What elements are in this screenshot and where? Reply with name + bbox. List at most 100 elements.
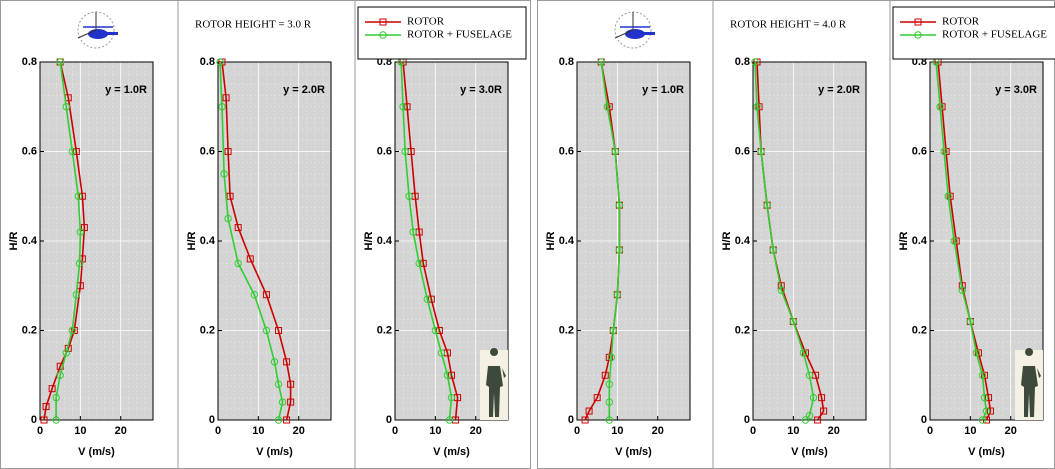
marker [597,58,605,66]
icon-figure [1021,348,1041,417]
x-tick-label: 20 [1005,425,1017,437]
marker [278,398,287,406]
marker [52,416,60,424]
y-tick-label: 0.6 [912,145,927,157]
soldier-icon [480,348,508,420]
series-line [43,61,86,421]
marker [48,385,56,393]
marker [423,295,431,303]
series-line [402,61,459,421]
marker [216,58,224,66]
marker [914,31,922,39]
x-tick-label: 10 [611,425,623,437]
legend-box [892,6,1055,60]
legend-label: ROTOR [942,16,980,28]
x-tick-label: 10 [252,425,264,437]
marker [234,224,242,232]
icon-figure [486,348,506,417]
x-tick-label: 10 [787,425,799,437]
marker [814,416,822,424]
marker [224,214,232,223]
y-axis-label: H/R [186,231,198,250]
marker [820,407,828,415]
marker [287,380,295,388]
marker [62,349,70,357]
marker [443,371,452,379]
marker [978,416,987,424]
annotation: y = 2.0R [818,84,860,96]
y-tick-label: 0.2 [200,324,215,336]
y-tick-label: 0.6 [559,145,574,157]
marker [958,286,966,294]
y-tick-label: 0.6 [200,145,215,157]
y-tick-label: 0.2 [735,324,750,336]
x-tick-label: 10 [429,425,441,437]
marker [987,407,995,415]
series-line [55,61,82,420]
plot-frame [217,61,332,421]
marker [607,353,616,362]
marker [246,255,254,263]
marker [936,103,944,111]
marker [42,403,50,411]
marker [789,317,798,326]
marker [222,94,230,102]
y-axis-label: H/R [898,231,910,250]
y-tick-label: 0.6 [735,145,750,157]
x-axis-label: V (m/s) [433,446,470,458]
icon-axis [77,29,97,39]
marker [437,349,446,357]
marker [262,291,270,299]
y-tick-label: 0.2 [912,324,927,336]
annotation: y = 2.0R [283,84,325,96]
y-tick-label: 0.6 [377,145,392,157]
chart-title: ROTOR HEIGHT = 3.0 R [195,19,312,31]
y-tick-label: 0.4 [200,235,216,247]
y-tick-label: 0 [209,414,215,426]
x-axis-label: V (m/s) [968,446,1005,458]
x-axis-label: V (m/s) [256,446,293,458]
marker [601,371,609,379]
marker [250,291,259,299]
x-tick-label: 20 [293,425,305,437]
marker [914,18,922,26]
marker [805,371,814,379]
marker [985,394,993,402]
marker [799,349,808,357]
x-tick-label: 10 [74,425,86,437]
marker [226,192,234,200]
y-tick-label: 0.2 [22,324,37,336]
y-tick-label: 0.4 [377,235,393,247]
marker [980,393,989,402]
icon-tail [643,32,655,35]
marker [581,416,589,424]
icon-body [625,29,645,39]
marker [68,326,76,335]
y-tick-label: 0.4 [735,235,751,247]
y-tick-label: 0 [744,414,750,426]
y-axis-label: H/R [721,231,733,250]
legend-label: ROTOR [407,16,445,28]
marker [801,416,810,424]
marker [405,192,413,200]
marker [435,327,443,334]
marker [283,358,291,366]
y-tick-label: 0 [31,414,37,426]
series-line [935,61,988,421]
plot-frame [752,61,867,421]
marker [56,58,64,66]
marker [585,407,593,415]
marker [283,416,291,424]
y-axis-label: H/R [363,231,375,250]
marker [224,148,232,155]
marker [445,416,454,424]
marker [983,416,990,424]
marker [40,416,48,424]
marker [76,228,85,236]
marker [62,103,70,111]
marker [274,380,283,388]
marker [419,259,427,267]
marker [611,147,620,156]
marker [78,192,86,200]
marker [75,259,84,268]
